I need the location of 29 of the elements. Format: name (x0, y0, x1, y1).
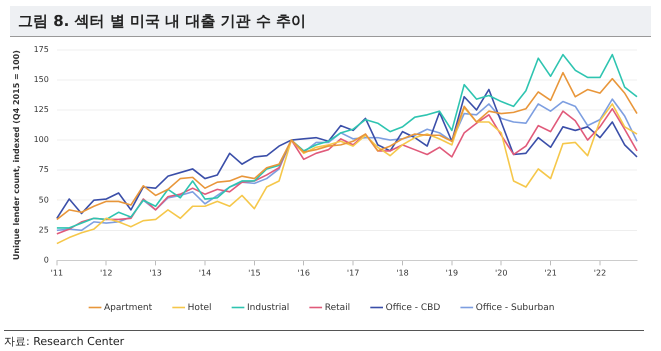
y-tick-label: 175 (34, 44, 49, 54)
y-axis-title: Unique lender count, indexed (Q4 2015 = 100) (12, 50, 21, 260)
x-tick-label: '20 (495, 268, 508, 278)
y-tick-label: 0 (44, 255, 49, 264)
x-tick-label: '11 (50, 268, 64, 278)
legend-label: Industrial (247, 302, 290, 313)
chart-title: 그림 8. 섹터 별 미국 내 대출 기관 수 추이 (10, 6, 651, 37)
x-tick-label: '21 (544, 268, 557, 278)
y-tick-label: 50 (38, 195, 49, 204)
legend-label: Hotel (188, 302, 212, 313)
legend-label: Office - Suburban (476, 302, 554, 313)
text: 자료: Research Center (4, 330, 644, 349)
y-tick-label: 25 (38, 225, 49, 234)
legend-label: Retail (324, 302, 350, 313)
x-tick-label: '22 (594, 268, 606, 278)
legend-label: Office - CBD (386, 302, 440, 313)
x-tick-label: '16 (298, 268, 310, 278)
y-tick-label: 150 (34, 74, 49, 84)
x-tick-label: '12 (100, 268, 112, 278)
x-tick-label: '13 (149, 268, 162, 278)
y-tick-label: 100 (34, 135, 49, 144)
y-tick-label: 125 (34, 105, 49, 114)
y-tick-label: 75 (38, 165, 49, 174)
x-tick-label: '15 (248, 268, 261, 278)
x-tick-label: '14 (198, 268, 212, 278)
x-tick-label: '19 (446, 268, 458, 278)
x-tick-label: '17 (346, 268, 360, 278)
x-tick-label: '18 (396, 268, 409, 278)
legend-label: Apartment (104, 302, 153, 313)
